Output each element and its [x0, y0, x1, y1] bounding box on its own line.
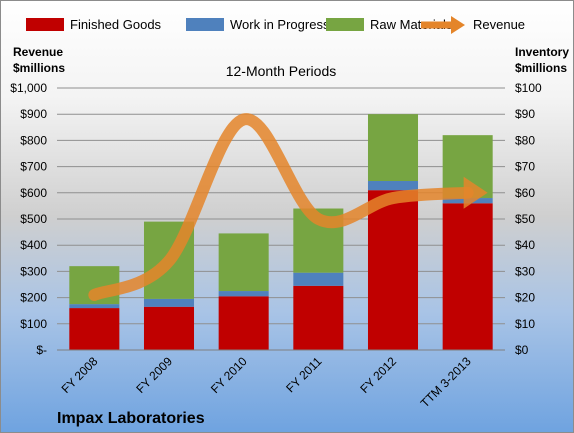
- left-tick-label: $900: [20, 107, 47, 121]
- bar-finished-goods: [367, 190, 419, 350]
- right-tick-label: $20: [515, 291, 535, 305]
- left-tick-label: $1,000: [10, 81, 47, 95]
- left-axis-title-line2: $millions: [13, 61, 65, 75]
- legend-label-finished-goods: Finished Goods: [70, 17, 162, 32]
- x-tick-label: FY 2011: [283, 354, 324, 395]
- bar-finished-goods: [143, 306, 195, 350]
- right-axis-title-line1: Inventory: [515, 45, 569, 59]
- x-tick-label: FY 2010: [208, 354, 250, 396]
- bar-work-in-progress: [143, 298, 195, 307]
- left-tick-label: $300: [20, 264, 47, 278]
- right-tick-label: $70: [515, 160, 535, 174]
- bar-work-in-progress: [69, 304, 120, 309]
- left-tick-label: $400: [20, 238, 47, 252]
- bar-work-in-progress: [293, 272, 344, 286]
- right-axis-title-line2: $millions: [515, 61, 567, 75]
- x-tick-label: TTM 3-2013: [418, 354, 474, 410]
- grid: [57, 87, 505, 325]
- legend-swatch-raw-materials: [326, 18, 364, 31]
- right-tick-label: $60: [515, 186, 535, 200]
- bars: [69, 114, 493, 350]
- legend: Finished Goods Work in Progress Raw Materi…: [26, 16, 525, 34]
- right-tick-label: $0: [515, 343, 529, 357]
- x-tick-label: FY 2009: [133, 354, 175, 396]
- right-tick-label: $40: [515, 238, 535, 252]
- x-tick-label: FY 2008: [59, 354, 101, 396]
- legend-swatch-finished-goods: [26, 18, 64, 31]
- x-tick-label: FY 2012: [357, 354, 399, 396]
- bar-work-in-progress: [367, 181, 419, 191]
- right-tick-label: $80: [515, 133, 535, 147]
- left-tick-label: $700: [20, 160, 47, 174]
- bar-finished-goods: [69, 308, 120, 350]
- left-tick-label: $100: [20, 317, 47, 331]
- left-tick-label: $600: [20, 186, 47, 200]
- revenue-line-group: [88, 113, 488, 301]
- bar-raw-materials: [367, 114, 419, 182]
- bar-work-in-progress: [218, 291, 269, 297]
- right-tick-label: $10: [515, 317, 535, 331]
- left-tick-label: $800: [20, 133, 47, 147]
- bar-finished-goods: [442, 203, 493, 350]
- legend-label-work-in-progress: Work in Progress: [230, 17, 330, 32]
- chart-subtitle: 12-Month Periods: [226, 63, 337, 79]
- revenue-line: [88, 113, 474, 301]
- right-tick-label: $100: [515, 81, 542, 95]
- right-tick-label: $90: [515, 107, 535, 121]
- revenue-arrowhead: [463, 176, 488, 209]
- left-tick-label: $200: [20, 291, 47, 305]
- left-tick-label: $500: [20, 212, 47, 226]
- right-tick-label: $30: [515, 264, 535, 278]
- bar-finished-goods: [218, 296, 269, 350]
- company-name: Impax Laboratories: [57, 410, 205, 427]
- left-tick-label: $-: [36, 343, 47, 357]
- legend-arrow-revenue: [451, 16, 465, 34]
- right-tick-label: $50: [515, 212, 535, 226]
- bar-raw-materials: [218, 233, 269, 292]
- bar-finished-goods: [293, 285, 344, 350]
- left-axis-title-line1: Revenue: [13, 45, 63, 59]
- legend-label-revenue: Revenue: [473, 17, 525, 32]
- legend-swatch-work-in-progress: [186, 18, 224, 31]
